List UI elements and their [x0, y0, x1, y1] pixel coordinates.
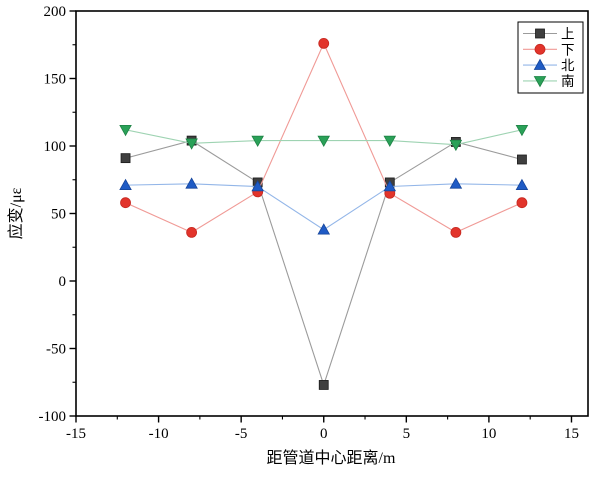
series-north-marker: [251, 180, 264, 192]
series-up-marker: [120, 153, 131, 164]
series-down-marker: [450, 226, 462, 238]
legend-item-north: 北: [523, 58, 575, 73]
series-north-marker: [119, 178, 132, 190]
series-north-marker: [449, 177, 463, 189]
series-south-marker: [185, 138, 198, 150]
x-tick-label: -15: [66, 426, 86, 442]
y-tick-label: 0: [59, 274, 67, 290]
legend-marker-south: [533, 76, 547, 88]
legend-label-north: 北: [561, 58, 575, 73]
series-north-marker: [317, 223, 331, 235]
legend-item-south: 南: [523, 74, 575, 89]
series-south-marker: [317, 135, 331, 148]
series-up-marker: [318, 380, 329, 390]
plot-box: [75, 10, 589, 417]
series-down: [120, 38, 528, 238]
y-tick-label: -100: [39, 409, 67, 425]
series-north-marker: [185, 177, 198, 189]
y-tick-label: 100: [44, 139, 67, 155]
x-tick-label: 10: [481, 426, 496, 442]
legend-item-down: 下: [523, 42, 575, 57]
series-south-marker: [119, 125, 132, 137]
x-tick-label: -5: [235, 426, 248, 442]
series-south-marker: [515, 125, 529, 137]
series-south-marker: [251, 135, 264, 148]
legend-item-up: 上: [523, 27, 575, 42]
y-tick-label: 200: [44, 4, 67, 20]
legend-label-south: 南: [561, 74, 575, 89]
x-axis-label: 距管道中心距离/m: [267, 449, 396, 467]
series-south-marker: [383, 135, 397, 148]
series-north-marker: [515, 178, 529, 190]
x-tick-label: 15: [564, 426, 579, 442]
series-north-line: [125, 183, 522, 231]
y-axis-label: 应变/με: [6, 187, 25, 239]
series-down-marker: [186, 226, 198, 238]
x-tick-label: 5: [403, 426, 411, 442]
series-down-marker: [318, 38, 330, 49]
series-north: [119, 177, 529, 235]
series-south: [119, 125, 529, 152]
series-up-line: [125, 140, 523, 387]
series-down-marker: [120, 197, 131, 209]
x-tick-label: -10: [149, 426, 169, 442]
series-north-marker: [383, 180, 397, 192]
legend-label-down: 下: [561, 42, 575, 57]
y-tick-label: -50: [46, 342, 66, 358]
legend-marker-north: [533, 58, 547, 70]
series-south-marker: [449, 139, 463, 152]
legend-label-up: 上: [561, 27, 575, 42]
series-down-marker: [516, 197, 528, 209]
y-tick-label: 50: [51, 207, 66, 223]
series-up: [120, 135, 527, 390]
x-tick-label: 0: [320, 426, 328, 442]
y-tick-label: 150: [44, 72, 67, 88]
legend-marker-down: [534, 43, 546, 55]
legend-marker-up: [535, 28, 545, 39]
series-up-marker: [517, 154, 527, 165]
